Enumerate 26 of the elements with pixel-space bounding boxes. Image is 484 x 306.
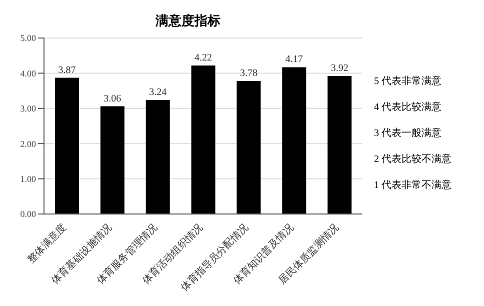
bar <box>282 67 306 214</box>
bar <box>236 80 261 214</box>
y-tick-label: 2.00 <box>20 138 36 149</box>
y-tick-label: 4.00 <box>20 68 36 78</box>
bar <box>191 65 216 214</box>
data-label: 3.24 <box>149 86 167 98</box>
data-label: 3.06 <box>104 93 122 104</box>
data-label: 3.87 <box>58 64 76 76</box>
y-tick-label: 5.00 <box>20 33 36 44</box>
data-label: 3.92 <box>330 63 348 74</box>
bar <box>55 78 79 214</box>
bar <box>100 106 124 214</box>
bar <box>328 76 352 214</box>
text: 4 代表比较满意 <box>374 100 442 115</box>
text: 5 代表非常满意 <box>374 74 442 89</box>
data-label: 4.22 <box>194 52 212 64</box>
text: 2 代表比较不满意 <box>374 152 452 167</box>
text: 3 代表一般满意 <box>374 126 442 141</box>
data-label: 3.78 <box>240 68 258 79</box>
chart-title: 满意度指标 <box>154 12 222 30</box>
bar <box>146 100 170 214</box>
y-tick-label: 0.00 <box>20 209 36 220</box>
y-tick-label: 3.00 <box>20 104 36 114</box>
data-label: 4.17 <box>285 54 303 66</box>
text: 1 代表非常不满意 <box>374 178 452 193</box>
y-tick-label: 1.00 <box>20 174 36 184</box>
